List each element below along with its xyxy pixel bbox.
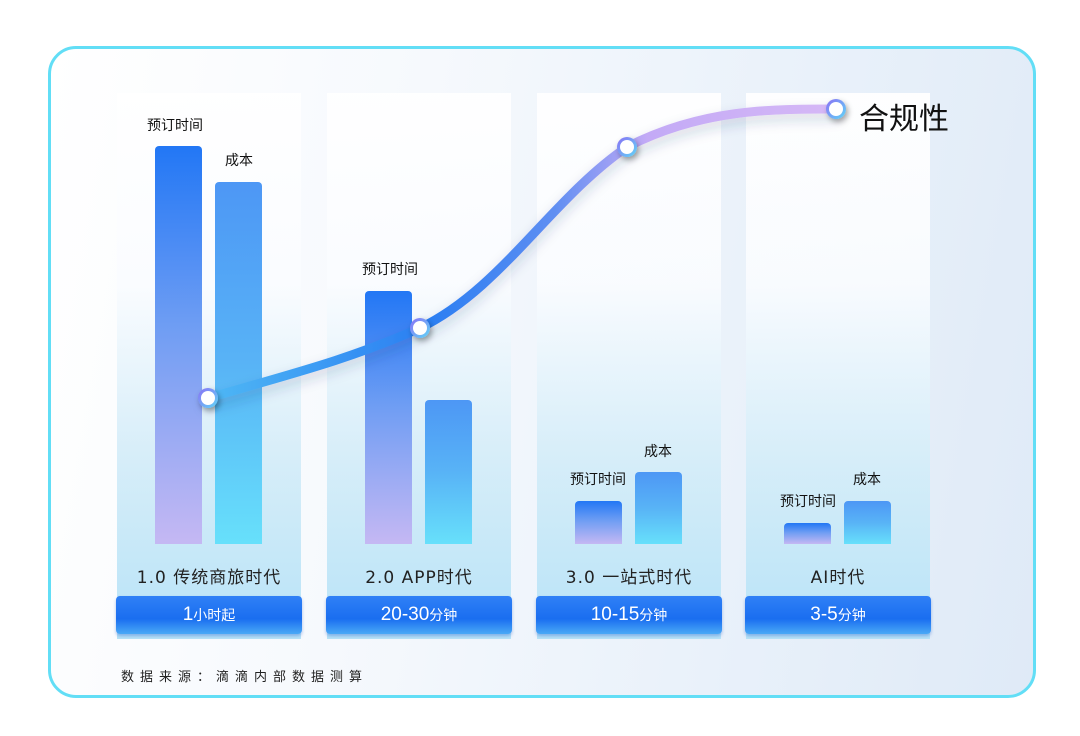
duration-value: 1 [182,604,194,625]
cost-label: 成本 [225,153,253,169]
era-panel-3: 预订时间 成本 3.0 一站式时代 10-15分钟 [536,93,722,639]
era-label: 2.0 APP时代 [365,568,473,588]
cost-bar[interactable] [215,182,262,544]
curve-point-4[interactable] [826,99,846,119]
duration-unit: 分钟 [837,607,866,623]
duration-button[interactable]: 10-15分钟 [536,596,722,634]
duration-value: 20-30 [380,604,430,625]
cost-bar[interactable] [844,501,891,544]
curve-point-3[interactable] [617,137,637,157]
booking-time-label: 预订时间 [570,472,626,488]
duration-value: 10-15 [590,604,640,625]
curve-point-2[interactable] [410,318,430,338]
booking-time-label: 预订时间 [147,118,203,134]
era-panel-1: 预订时间 成本 1.0 传统商旅时代 1小时起 [116,93,302,639]
data-source-note: 数据来源：滴滴内部数据测算 [121,670,369,685]
duration-button[interactable]: 1小时起 [116,596,302,634]
era-panel-4: 预订时间 成本 AI时代 3-5分钟 [745,93,931,639]
cost-bar[interactable] [635,472,682,544]
curve-point-1[interactable] [198,388,218,408]
cost-label: 成本 [644,444,672,460]
duration-value: 3-5 [810,604,838,625]
duration-unit: 分钟 [429,607,458,623]
duration-unit: 分钟 [639,607,668,623]
compliance-label: 合规性 [859,102,949,137]
era-label: 3.0 一站式时代 [565,568,693,588]
booking-time-bar[interactable] [575,501,622,544]
era-panel-2: 预订时间 2.0 APP时代 20-30分钟 [326,93,512,639]
booking-time-label: 预订时间 [780,494,836,510]
cost-label: 成本 [853,472,881,488]
duration-button[interactable]: 3-5分钟 [745,596,931,634]
cost-bar[interactable] [425,400,472,544]
era-label: AI时代 [810,568,866,588]
booking-time-label: 预订时间 [362,262,418,278]
booking-time-bar[interactable] [155,146,202,544]
duration-unit: 小时起 [193,607,236,623]
era-label: 1.0 传统商旅时代 [136,568,282,588]
chart-card: 预订时间 成本 1.0 传统商旅时代 1小时起 预订时间 2.0 APP时代 2… [48,46,1036,698]
booking-time-bar[interactable] [784,523,831,544]
compliance-curve [198,99,846,408]
duration-button[interactable]: 20-30分钟 [326,596,512,634]
